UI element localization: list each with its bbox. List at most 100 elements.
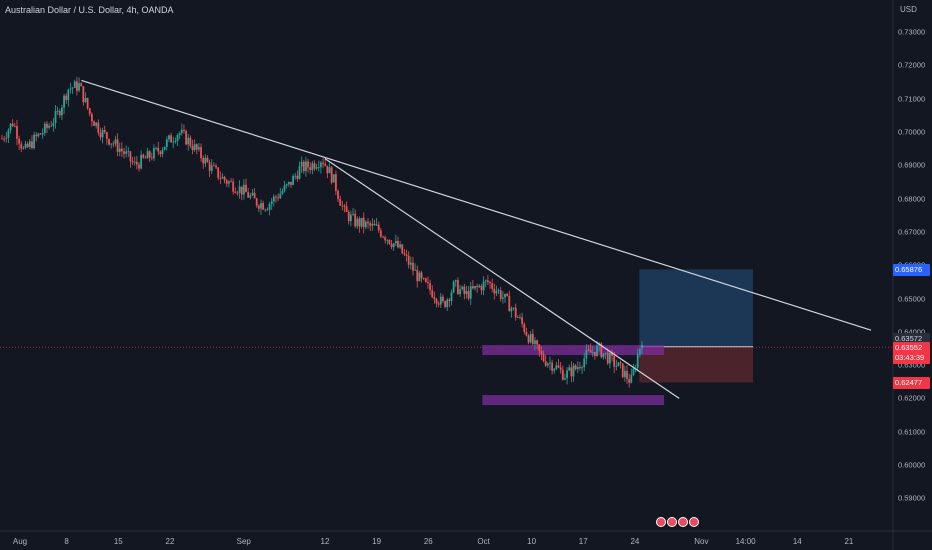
candle-body [397, 240, 399, 248]
candle-body [546, 363, 549, 366]
event-flag-icon[interactable] [667, 517, 677, 527]
candle-body [465, 291, 468, 295]
candle-body [227, 181, 230, 184]
candle-body [307, 161, 309, 168]
candle-body [551, 362, 554, 371]
candle-body [495, 291, 498, 294]
candle-body [339, 198, 342, 206]
candle-body [523, 323, 526, 332]
candle-body [403, 253, 406, 255]
candle-body [260, 203, 262, 209]
event-flag-icon[interactable] [689, 517, 699, 527]
candle-body [41, 132, 44, 135]
candle-body [608, 352, 611, 364]
candle-body [613, 355, 616, 367]
candle-body [7, 130, 10, 138]
candle-body [305, 161, 307, 172]
candle-body [632, 368, 635, 375]
candle-body [161, 149, 164, 154]
candle-body [200, 147, 202, 159]
candle-body [219, 177, 222, 179]
x-tick-label: 19 [372, 537, 382, 546]
candle-body [148, 151, 151, 158]
candle-body [99, 132, 102, 138]
candle-body [611, 352, 613, 356]
x-tick-label: 10 [527, 537, 537, 546]
x-tick-label: 8 [64, 537, 69, 546]
candle-body [482, 281, 485, 291]
candle-body [146, 151, 149, 159]
candle-body [371, 223, 374, 226]
candle-body [138, 164, 140, 169]
candle-body [210, 165, 213, 171]
y-tick-label: 0.65000 [898, 294, 926, 303]
candle-body [459, 289, 461, 295]
y-tick-label: 0.72000 [898, 60, 926, 70]
x-tick-label: 14 [792, 537, 802, 546]
candle-body [409, 262, 412, 265]
x-tick-label: 21 [844, 537, 854, 546]
candle-body [232, 181, 235, 192]
y-tick-label: 0.61000 [898, 427, 926, 437]
candle-body [332, 174, 335, 183]
y-tick-label: 0.73000 [898, 27, 926, 37]
candle-body [448, 299, 451, 301]
x-tick-label: 14:00 [735, 537, 756, 546]
candle-body [534, 340, 536, 344]
economic-events[interactable] [656, 517, 699, 527]
candle-body [576, 367, 579, 370]
candle-body [439, 296, 442, 305]
candle-body [223, 176, 226, 181]
candle-body [11, 123, 14, 127]
candle-body [217, 167, 220, 178]
candle-body [110, 143, 113, 145]
candle-body [512, 307, 515, 309]
candle-body [566, 370, 568, 379]
candle-body [135, 161, 138, 165]
candle-body [178, 133, 181, 135]
candle-body [542, 354, 545, 361]
candle-body [504, 293, 506, 298]
event-flag-icon[interactable] [656, 517, 666, 527]
candle-body [444, 301, 446, 308]
candle-body [555, 365, 558, 369]
candle-body [52, 122, 55, 127]
candle-body [58, 110, 61, 116]
candle-body [272, 196, 275, 202]
candle-body [65, 95, 68, 101]
candle-body [150, 157, 153, 159]
candle-body [514, 307, 517, 318]
candle-body [474, 285, 476, 289]
candle-body [24, 143, 27, 148]
y-tick-label: 0.68000 [898, 194, 926, 204]
candle-body [335, 174, 337, 191]
candle-body [354, 213, 357, 227]
countdown-badge: 03:43:39 [893, 352, 930, 364]
candle-body [491, 283, 494, 289]
candle-body [187, 137, 190, 145]
candle-body [22, 147, 25, 149]
candle-body [309, 167, 312, 170]
x-tick-label: 22 [165, 537, 175, 546]
candle-body [114, 139, 117, 144]
candle-body [480, 285, 483, 291]
candle-body [450, 292, 453, 301]
candle-body [90, 114, 93, 122]
candle-body [73, 81, 76, 88]
candle-body [101, 129, 104, 138]
candle-body [457, 280, 459, 295]
candle-body [322, 162, 324, 165]
candle-body [636, 354, 639, 369]
candle-body [108, 138, 110, 145]
candle-body [617, 362, 620, 367]
candle-body [583, 358, 586, 368]
candle-body [315, 167, 318, 169]
candle-body [80, 83, 83, 87]
candle-body [88, 108, 91, 115]
event-flag-icon[interactable] [678, 517, 688, 527]
candle-body [581, 367, 583, 369]
candle-body [245, 184, 247, 193]
candle-body [399, 244, 402, 248]
candle-body [202, 158, 205, 164]
